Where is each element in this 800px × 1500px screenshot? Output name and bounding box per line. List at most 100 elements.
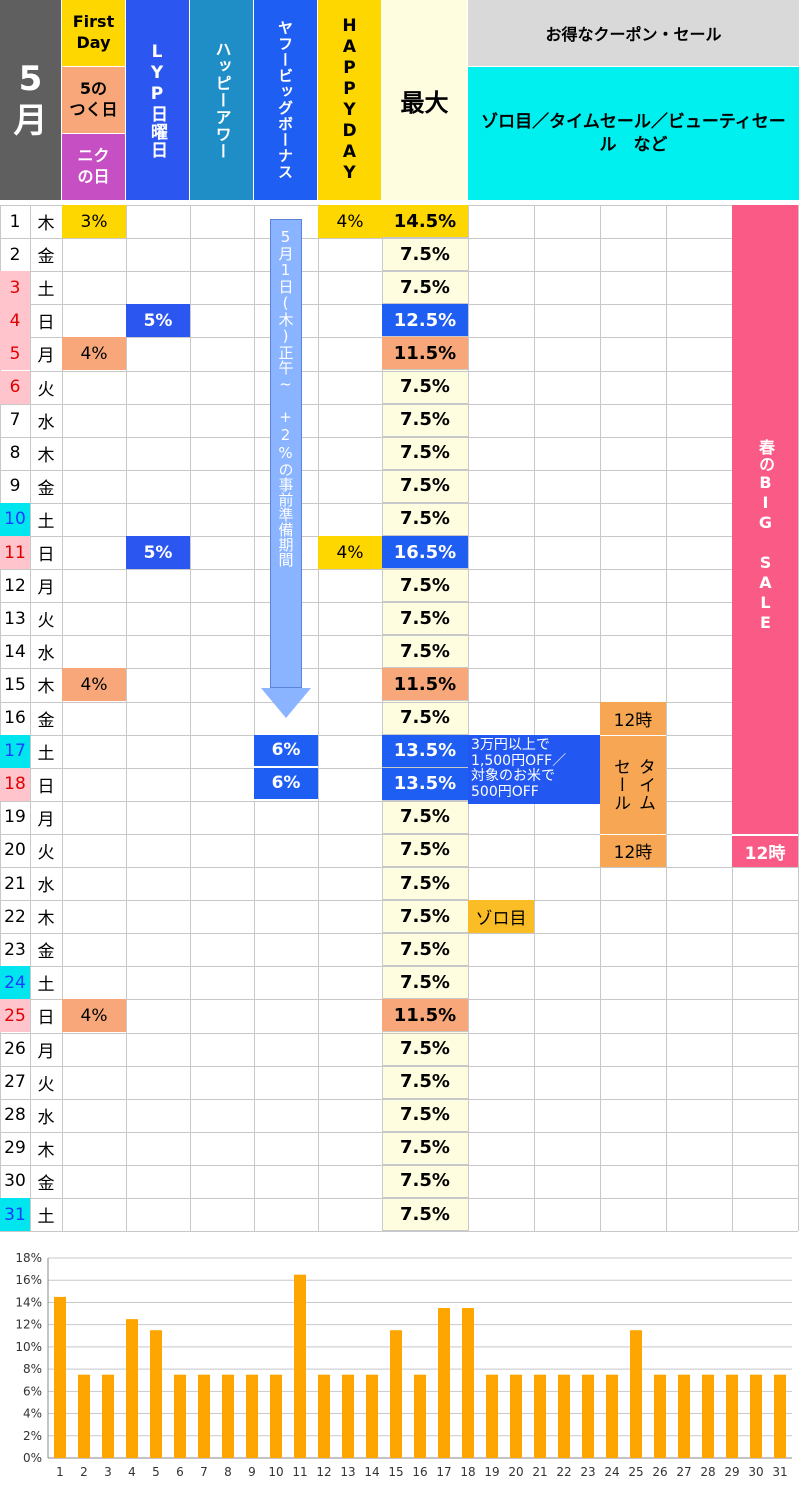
grid-line-v [30, 205, 31, 1232]
happy-hour-label: ハッピーアワー [212, 40, 232, 160]
bar [558, 1374, 570, 1458]
weekday: 木 [37, 909, 55, 930]
bar [774, 1374, 786, 1458]
day-number: 16 [4, 708, 26, 729]
y-tick-label: 16% [15, 1273, 42, 1287]
weekday: 日 [37, 776, 55, 797]
x-tick-label: 10 [268, 1465, 283, 1479]
weekday: 水 [37, 412, 55, 433]
x-tick-label: 26 [652, 1465, 667, 1479]
bar [390, 1330, 402, 1458]
grid-line-h [0, 701, 798, 703]
coupon-box: 3万円以上で 1,500円OFF／ 対象のお米で 500円OFF [468, 734, 600, 805]
grid-line-h [0, 403, 798, 405]
x-tick-label: 5 [152, 1465, 160, 1479]
grid-line-h [0, 238, 798, 240]
y-tick-label: 12% [15, 1318, 42, 1332]
day-number: 22 [4, 906, 26, 927]
bar [126, 1319, 138, 1458]
max-column-bg [382, 205, 468, 1232]
day-number: 6 [0, 370, 30, 404]
grid-line-h [0, 800, 798, 802]
bar [678, 1374, 690, 1458]
bar [630, 1330, 642, 1458]
day-number: 8 [9, 443, 21, 464]
max-rate: 11.5% [382, 337, 468, 371]
weekday: 日 [37, 545, 55, 566]
day-number: 26 [4, 1039, 26, 1060]
x-tick-label: 19 [484, 1465, 499, 1479]
weekday: 金 [37, 1173, 55, 1194]
bar [750, 1374, 762, 1458]
grid-line-v [62, 205, 63, 1232]
max-rate: 7.5% [382, 1165, 468, 1198]
x-tick-label: 20 [508, 1465, 523, 1479]
yahoo-bonus-header: ヤフービッグボーナス [254, 0, 318, 200]
max-rate: 7.5% [382, 1099, 468, 1132]
happy-day-rate: 4% [318, 205, 382, 239]
max-rate: 7.5% [382, 801, 468, 834]
first-day-rate: 4% [62, 668, 126, 702]
grid-line-h [0, 370, 798, 372]
grid-line-h [0, 271, 798, 273]
x-tick-label: 27 [676, 1465, 691, 1479]
bar [150, 1330, 162, 1458]
weekday: 月 [37, 346, 55, 367]
grid-line-v [0, 205, 1, 1232]
weekday: 日 [37, 313, 55, 334]
day-number: 14 [4, 641, 26, 662]
day-number: 12 [4, 575, 26, 596]
lyp-sunday-label: LYP日曜日 [147, 41, 167, 159]
grid-line-v [798, 205, 799, 1232]
grid-line-h [0, 933, 798, 935]
weekday: 木 [37, 445, 55, 466]
weekday: 水 [37, 644, 55, 665]
grid-line-h [0, 833, 798, 835]
bar [582, 1374, 594, 1458]
x-tick-label: 29 [724, 1465, 739, 1479]
grid-line-h [0, 867, 798, 868]
grid-line-h [0, 469, 798, 471]
bar [78, 1374, 90, 1458]
max-header: 最大 [382, 0, 468, 200]
max-rate: 7.5% [382, 437, 468, 470]
x-tick-label: 21 [532, 1465, 547, 1479]
grid-line-h [0, 1131, 798, 1133]
big-sale-end: 12時 [732, 833, 798, 867]
bar [222, 1374, 234, 1458]
x-tick-label: 6 [176, 1465, 184, 1479]
bar [510, 1374, 522, 1458]
weekday: 火 [37, 611, 55, 632]
yahoo-bonus-label: ヤフービッグボーナス [276, 20, 294, 180]
day-number: 25 [0, 999, 30, 1033]
bar [606, 1374, 618, 1458]
day-number: 30 [4, 1171, 26, 1192]
max-rate: 7.5% [382, 238, 468, 272]
x-tick-label: 11 [292, 1465, 307, 1479]
grid-line-v [534, 205, 535, 1232]
max-rate: 7.5% [382, 371, 468, 404]
time-sale-end: 12時 [600, 833, 666, 867]
bar [342, 1374, 354, 1458]
grid-line-h [0, 1231, 798, 1233]
bar [486, 1374, 498, 1458]
y-tick-label: 18% [15, 1251, 42, 1265]
grid-line-h [0, 602, 798, 604]
day-number: 31 [0, 1198, 30, 1232]
day-number: 28 [4, 1105, 26, 1126]
happy-day-label: HAPPYDAY [339, 16, 360, 184]
day-number: 2 [9, 244, 21, 265]
bar [726, 1374, 738, 1458]
grid-line-h [0, 1065, 798, 1067]
grid-line-v [190, 205, 191, 1232]
yahoo-bonus-rate: 6% [254, 767, 318, 801]
day-number: 1 [9, 211, 21, 232]
y-tick-label: 8% [23, 1362, 42, 1376]
time-sale-start: 12時 [600, 701, 666, 735]
day-number: 9 [9, 476, 21, 497]
max-rate: 7.5% [382, 635, 468, 669]
month-label: 5 月 [0, 0, 62, 200]
x-tick-label: 14 [364, 1465, 379, 1479]
bar [270, 1374, 282, 1458]
x-tick-label: 8 [224, 1465, 232, 1479]
